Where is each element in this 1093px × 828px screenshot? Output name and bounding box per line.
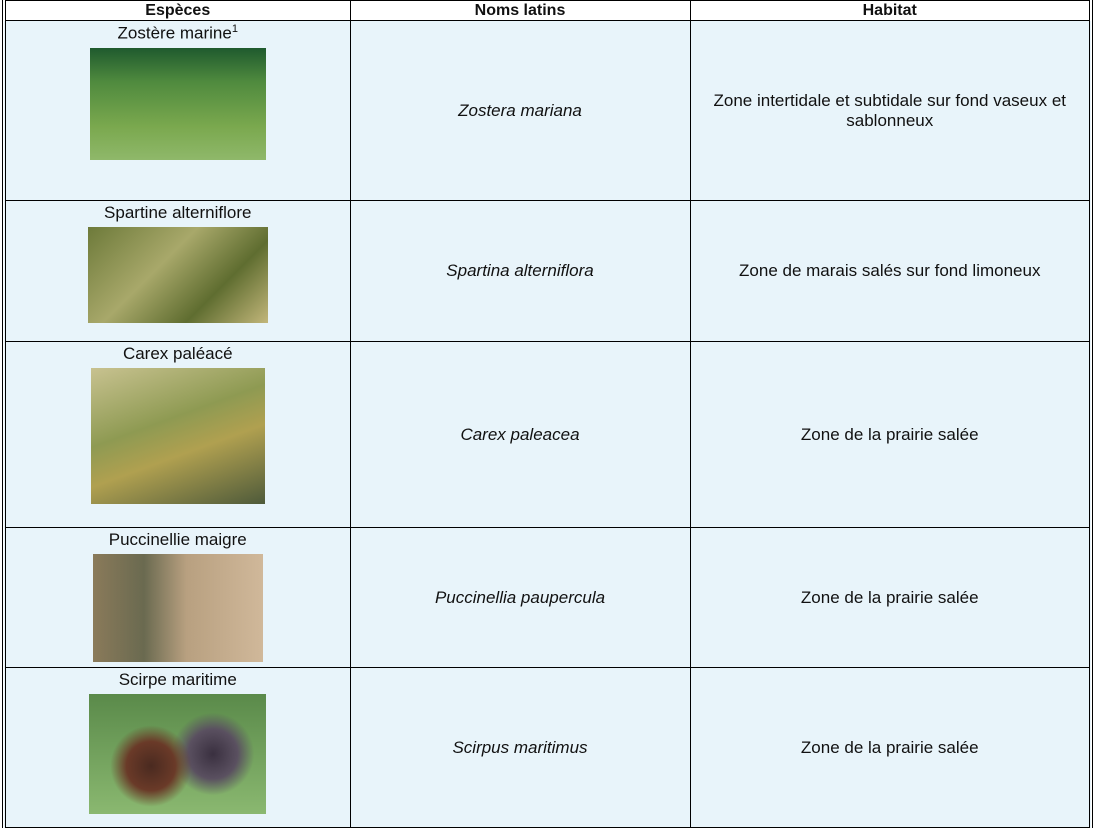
habitat-cell: Zone de la prairie salée bbox=[689, 667, 1092, 828]
footnote-ref: 1 bbox=[231, 23, 238, 35]
species-cell: Puccinellie maigre bbox=[3, 527, 351, 668]
habitat-cell: Zone de la prairie salée bbox=[689, 341, 1092, 528]
row: Carex paléacé Carex paleacea Zone de la … bbox=[3, 341, 1092, 528]
photo bbox=[92, 554, 263, 662]
row: Scirpe maritime Scirpus maritimus Zone d… bbox=[3, 667, 1092, 828]
habitat-cell: Zone de marais salés sur fond limoneux bbox=[689, 200, 1092, 342]
species-cell: Zostère marine1 bbox=[3, 20, 351, 201]
photo bbox=[87, 227, 268, 323]
species-cell: Scirpe maritime bbox=[3, 667, 351, 828]
species-cell: Carex paléacé bbox=[3, 341, 351, 528]
row: Zostère marine1 Zostera mariana Zone int… bbox=[3, 20, 1092, 201]
latin-cell: Spartina alterniflora bbox=[349, 200, 691, 342]
row: Spartine alterniflore Spartina alternifl… bbox=[3, 200, 1092, 342]
species-cell: Spartine alterniflore bbox=[3, 200, 351, 342]
latin-cell: Puccinellia paupercula bbox=[349, 527, 691, 668]
header-row: Espèces Noms latins Habitat bbox=[3, 0, 1092, 21]
header-cell: Noms latins bbox=[349, 0, 691, 21]
latin-cell: Scirpus maritimus bbox=[349, 667, 691, 828]
species-name: Puccinellie maigre bbox=[108, 530, 247, 549]
latin-cell: Zostera mariana bbox=[349, 20, 691, 201]
latin-cell: Carex paleacea bbox=[349, 341, 691, 528]
photo bbox=[89, 47, 266, 160]
header-cell: Espèces bbox=[3, 0, 351, 21]
species-name: Carex paléacé bbox=[122, 344, 233, 363]
photo bbox=[90, 368, 265, 504]
habitat-cell: Zone de la prairie salée bbox=[689, 527, 1092, 668]
header-cell: Habitat bbox=[689, 0, 1092, 21]
species-name: Scirpe maritime bbox=[118, 670, 237, 689]
row: Puccinellie maigre Puccinellia paupercul… bbox=[3, 527, 1092, 668]
species-name: Zostère marine bbox=[117, 23, 232, 43]
habitat-cell: Zone intertidale et subtidale sur fond v… bbox=[689, 20, 1092, 201]
species-name: Spartine alterniflore bbox=[104, 203, 252, 222]
photo bbox=[89, 694, 267, 814]
